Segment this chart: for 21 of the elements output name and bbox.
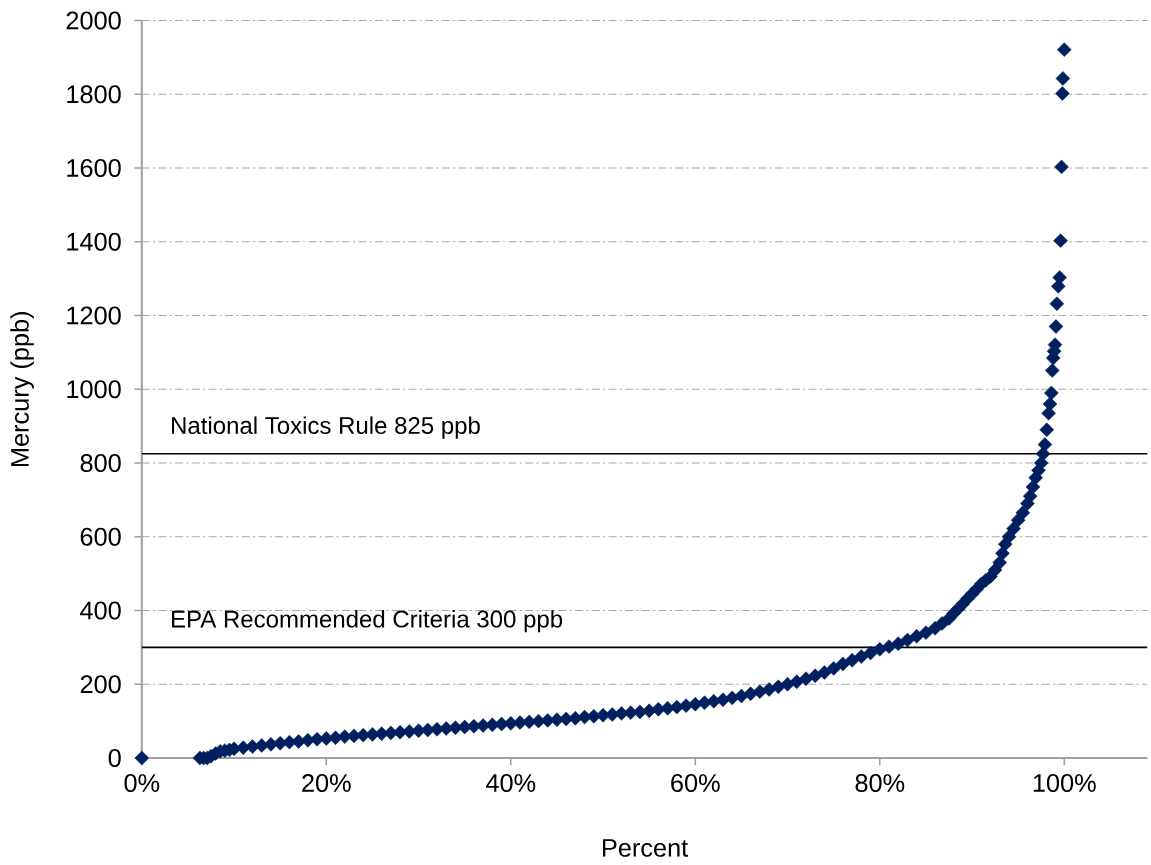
y-tick-label: 800 bbox=[80, 454, 121, 472]
y-tick-label: 1800 bbox=[67, 85, 121, 104]
ref-line-label: National Toxics Rule 825 ppb bbox=[172, 416, 480, 439]
x-tick-label: 80% bbox=[855, 774, 905, 792]
y-tick-label: 1400 bbox=[67, 232, 121, 251]
ref-line-label: EPA Recommended Criteria 300 ppb bbox=[172, 609, 563, 633]
y-tick-label: 1200 bbox=[67, 306, 121, 325]
x-tick-label: 0% bbox=[124, 774, 160, 792]
y-tick-label: 200 bbox=[80, 675, 121, 694]
y-tick-label: 400 bbox=[80, 601, 121, 620]
y-tick-label: 1600 bbox=[67, 159, 121, 177]
y-tick-label: 1000 bbox=[67, 380, 121, 399]
x-tick-label: 100% bbox=[1033, 774, 1096, 792]
x-axis-title: Percent bbox=[602, 839, 689, 857]
y-tick-label: 0 bbox=[108, 749, 121, 767]
y-axis-title: Mercury (ppb) bbox=[10, 312, 34, 467]
y-tick-label: 2000 bbox=[66, 11, 121, 30]
y-tick-label: 600 bbox=[80, 527, 121, 546]
x-tick-label: 40% bbox=[486, 774, 536, 792]
x-tick-label: 20% bbox=[302, 774, 351, 792]
x-tick-label: 60% bbox=[671, 774, 720, 792]
